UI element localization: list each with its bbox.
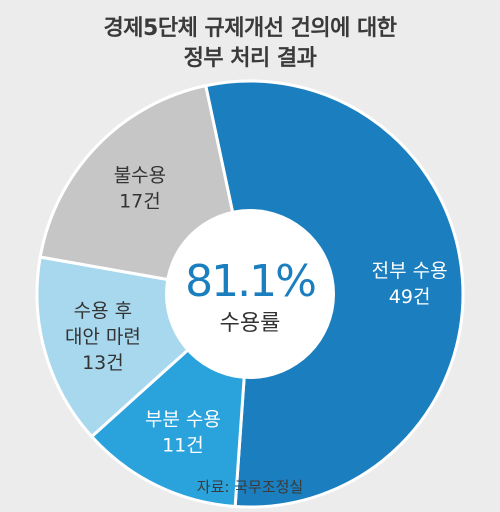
chart-title-line-2: 정부 처리 결과 — [183, 46, 317, 71]
slice-name-1-0: 부분 수용 — [145, 409, 221, 431]
slice-label-1: 부분 수용 11건 — [145, 409, 221, 457]
donut-hole — [165, 209, 335, 379]
slice-value-1: 11건 — [162, 435, 204, 457]
slice-name-3-0: 불수용 — [114, 165, 166, 187]
slice-label-0: 전부 수용 49건 — [372, 260, 448, 308]
slice-name-0-0: 전부 수용 — [372, 260, 448, 282]
slice-label-2: 수용 후대안 마련 13건 — [65, 300, 141, 374]
chart-title: 경제5단체 규제개선 건의에 대한 정부 처리 결과 — [0, 14, 500, 74]
chart-title-line-1: 경제5단체 규제개선 건의에 대한 — [103, 16, 397, 41]
center-value: 81.1% — [185, 256, 315, 307]
source-note: 자료: 국무조정실 — [196, 478, 304, 496]
slice-value-0: 49건 — [389, 286, 431, 308]
slice-name-2-1: 대안 마련 — [65, 326, 141, 348]
slice-label-3: 불수용 17건 — [114, 165, 166, 213]
slice-value-3: 17건 — [119, 191, 161, 213]
slice-value-2: 13건 — [82, 352, 124, 374]
slice-name-2-0: 수용 후 — [74, 300, 132, 322]
center-label: 수용률 — [220, 311, 281, 336]
